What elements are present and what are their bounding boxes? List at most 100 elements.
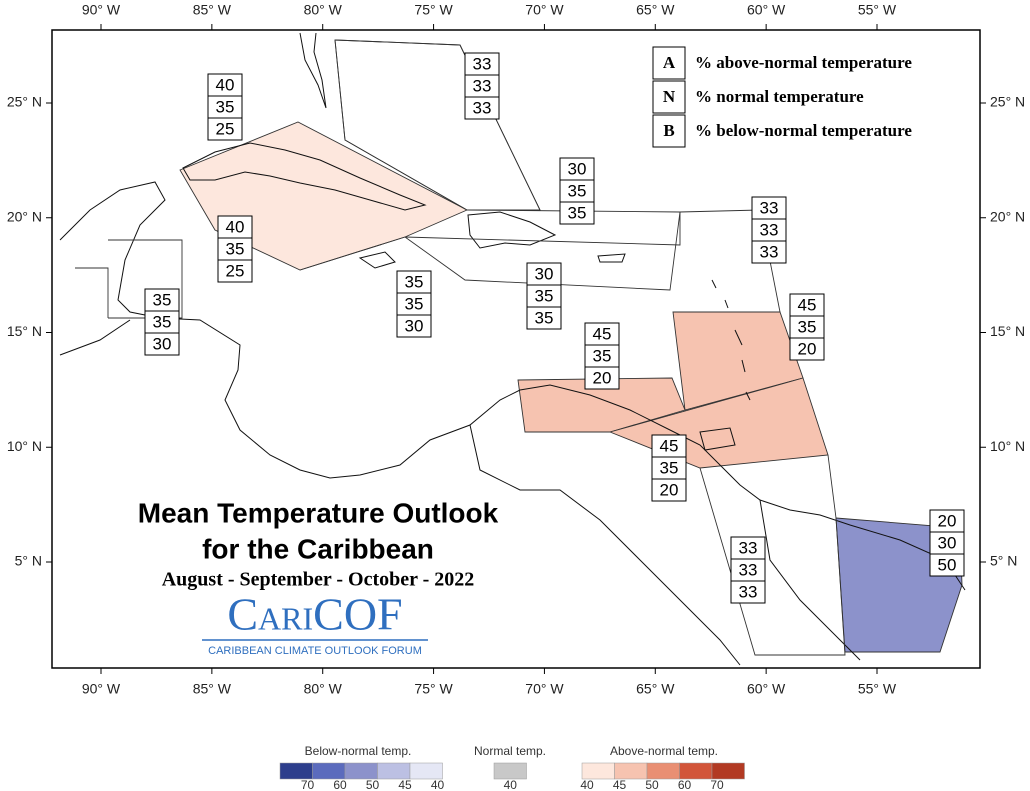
jamaica — [358, 251, 396, 269]
probability: 20 — [593, 368, 612, 387]
probability: 40 — [216, 75, 235, 94]
guiana-border — [759, 499, 861, 661]
boundary — [334, 39, 468, 211]
mexico-pacific — [59, 319, 131, 356]
logo-caption: CARIBBEAN CLIMATE OUTLOOK FORUM — [208, 645, 422, 657]
colorbar-cell — [581, 762, 615, 780]
lat-tick-label: 25° N — [990, 94, 1025, 110]
colorbar: Below-normal temp. 70 60 50 45 40 Normal temp.… — [279, 744, 745, 791]
probability: 33 — [473, 76, 492, 95]
puerto-rico — [597, 253, 626, 263]
lon-tick-label: 65° W — [636, 2, 675, 18]
lon-tick-label: 75° W — [414, 681, 453, 697]
colorbar-tick: 40 — [580, 778, 594, 791]
probability: 35 — [660, 458, 679, 477]
key-letter: N — [663, 87, 676, 106]
lon-tick-label: 75° W — [414, 2, 453, 18]
probability: 33 — [739, 560, 758, 579]
colorbar-cell — [409, 762, 443, 780]
colorbar-tick: 40 — [431, 778, 445, 791]
lon-tick-label: 90° W — [82, 681, 121, 697]
boundary — [75, 267, 109, 318]
probability: 33 — [739, 582, 758, 601]
colorbar-cell — [279, 762, 313, 780]
probability: 35 — [593, 346, 612, 365]
probability: 35 — [153, 290, 172, 309]
key-text: % below-normal temperature — [695, 121, 912, 140]
label-cell — [929, 553, 965, 577]
boundary — [334, 39, 541, 211]
probability: 33 — [760, 220, 779, 239]
colorbar-cell — [711, 762, 745, 780]
probability: 35 — [405, 294, 424, 313]
colorbar-tick: 40 — [504, 778, 518, 791]
lon-tick-label: 60° W — [747, 681, 786, 697]
lon-tick-label: 70° W — [525, 681, 564, 697]
probability: 30 — [938, 533, 957, 552]
key-letter: B — [663, 121, 674, 140]
label-cell — [464, 96, 500, 120]
label-cell — [559, 201, 595, 225]
lon-tick-label: 80° W — [304, 681, 343, 697]
lat-tick-label: 10° N — [990, 438, 1025, 454]
probability: 30 — [153, 334, 172, 353]
probability: 33 — [473, 98, 492, 117]
key-cell — [652, 46, 686, 80]
lat-tick-label: 20° N — [990, 208, 1025, 224]
probability: 30 — [568, 159, 587, 178]
probability: 20 — [798, 339, 817, 358]
colorbar-cell — [679, 762, 713, 780]
lon-tick-label: 55° W — [858, 681, 897, 697]
label-cell — [584, 366, 620, 390]
colorbar-tick: 70 — [710, 778, 724, 791]
subtitle: for the Caribbean — [202, 533, 434, 564]
colorbar-tick: 45 — [613, 778, 627, 791]
label-cell — [526, 306, 562, 330]
map-frame — [51, 29, 981, 669]
probability: 33 — [760, 242, 779, 261]
axis-ticks: 90° W 90° W 85° W 85° W 80° W 80° W 75° W 75° W… — [7, 2, 1025, 697]
lon-tick-label: 65° W — [636, 681, 675, 697]
colorbar-cell — [344, 762, 378, 780]
probability: 35 — [568, 181, 587, 200]
colorbar-cell — [493, 762, 527, 780]
label-cell — [651, 478, 687, 502]
lat-tick-label: 20° N — [7, 208, 42, 224]
colorbar-title: Above-normal temp. — [610, 744, 718, 758]
label-cell — [207, 117, 243, 141]
label-cell — [730, 580, 766, 604]
probability: 25 — [216, 119, 235, 138]
probability: 35 — [535, 308, 554, 327]
lat-tick-label: 10° N — [7, 438, 42, 454]
colorbar-tick: 60 — [333, 778, 347, 791]
region-labels: 40 35 25 40 35 25 33 33 33 30 35 35 33 33 33 35 35 30 35 35… — [144, 52, 965, 604]
label-cell — [144, 332, 180, 356]
probability: 33 — [473, 54, 492, 73]
title: Mean Temperature Outlook — [138, 497, 499, 528]
probability: 20 — [938, 511, 957, 530]
lon-tick-label: 90° W — [82, 2, 121, 18]
probability: 20 — [660, 480, 679, 499]
colorbar-tick: 50 — [366, 778, 380, 791]
colorbar-tick: 70 — [301, 778, 315, 791]
florida — [299, 32, 327, 109]
south-america-interior — [469, 424, 741, 666]
probability: 35 — [568, 203, 587, 222]
colorbar-tick: 45 — [398, 778, 412, 791]
colorbar-cell — [377, 762, 411, 780]
colorbar-tick: 60 — [678, 778, 692, 791]
label-cell — [396, 314, 432, 338]
probability: 30 — [535, 264, 554, 283]
probability: 35 — [226, 239, 245, 258]
colorbar-cell — [646, 762, 680, 780]
lon-tick-label: 85° W — [193, 2, 232, 18]
lat-tick-label: 25° N — [7, 94, 42, 110]
region — [517, 377, 686, 433]
probability: 45 — [660, 436, 679, 455]
probability: 45 — [798, 295, 817, 314]
lon-tick-label: 60° W — [747, 2, 786, 18]
probability: 35 — [798, 317, 817, 336]
lat-tick-label: 15° N — [990, 323, 1025, 339]
logo: CariCOF — [227, 589, 402, 640]
key-letter: A — [663, 53, 676, 72]
